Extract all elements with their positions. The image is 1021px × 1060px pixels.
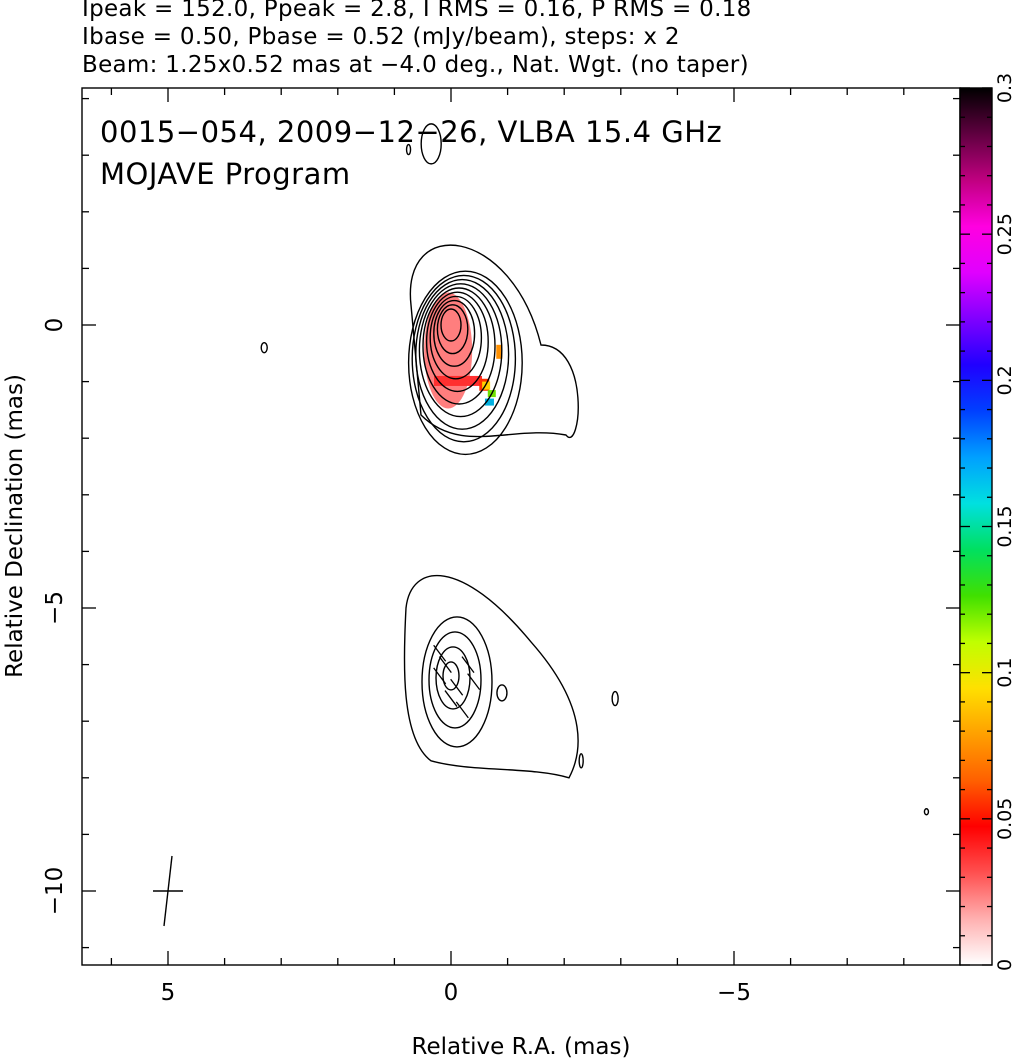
- x-tick-label: 5: [161, 980, 176, 1006]
- pol-vector: [455, 701, 469, 719]
- pol-pixel-yellow: [482, 381, 491, 390]
- pol-vector: [438, 656, 452, 673]
- plot-title-line1: 0015−054, 2009−12−26, VLBA 15.4 GHz: [100, 115, 722, 149]
- contour-spot-0: [260, 341, 268, 354]
- pol-vector: [450, 678, 464, 696]
- colorbar-tick-label: 0.3: [994, 73, 1016, 103]
- contour-core-9: [407, 270, 523, 456]
- header-line-beam: Beam: 1.25x0.52 mas at −4.0 deg., Nat. W…: [82, 52, 749, 78]
- contour-spot-2: [420, 123, 442, 165]
- y-tick-label: −10: [42, 867, 68, 916]
- contour-spot-3: [496, 684, 508, 702]
- colorbar-tick-label: 0.15: [994, 505, 1016, 547]
- y-axis-title: Relative Declination (mas): [2, 374, 28, 678]
- pol-intensity-edge: [434, 375, 483, 386]
- contour-core-8: [411, 274, 517, 443]
- contour-spot-5: [923, 808, 930, 816]
- contour-spot-1: [405, 143, 412, 156]
- pol-pixel-orange: [496, 344, 503, 359]
- pol-vector: [433, 644, 447, 662]
- contour-core-0: [440, 308, 462, 342]
- colorbar-tick-label: 0: [994, 959, 1016, 971]
- contour-south-2: [428, 631, 482, 729]
- contour-spot-6: [578, 753, 584, 769]
- contour-south-3: [421, 616, 493, 748]
- x-tick-label: −5: [717, 980, 751, 1006]
- colorbar-tick-label: 0.25: [994, 213, 1016, 255]
- contour-south-0: [442, 661, 460, 691]
- y-tick-label: 0: [42, 318, 68, 333]
- pol-vector: [461, 656, 475, 673]
- contour-south-outer: [403, 574, 579, 779]
- pol-vector: [444, 690, 458, 707]
- contour-core-6: [418, 283, 503, 418]
- contour-core-5: [422, 287, 496, 405]
- header-line-base: Ibase = 0.50, Pbase = 0.52 (mJy/beam), s…: [82, 24, 680, 50]
- colorbar-tick-label: 0.2: [994, 365, 1016, 395]
- contour-core-3: [429, 295, 483, 380]
- contour-spot-4: [611, 690, 619, 707]
- colorbar-tick-label: 0.1: [994, 658, 1016, 688]
- plot-frame: [81, 87, 961, 966]
- pol-vector: [433, 667, 447, 685]
- colorbar-tick-label: 0.05: [994, 798, 1016, 840]
- contour-core-outer: [409, 244, 579, 439]
- x-axis-title: Relative R.A. (mas): [412, 1034, 631, 1060]
- y-tick-label: −5: [42, 591, 68, 625]
- plot-title-line2: MOJAVE Program: [100, 157, 351, 191]
- contour-core-4: [425, 291, 489, 393]
- pol-pixel-cyan: [484, 398, 494, 406]
- contour-core-1: [436, 304, 469, 355]
- x-tick-label: 0: [444, 980, 459, 1006]
- contour-core-2: [433, 299, 476, 367]
- contour-south-1: [435, 646, 471, 710]
- header-line-peaks: Ipeak = 152.0, Ppeak = 2.8, I RMS = 0.16…: [82, 0, 752, 22]
- pol-vector: [467, 673, 481, 690]
